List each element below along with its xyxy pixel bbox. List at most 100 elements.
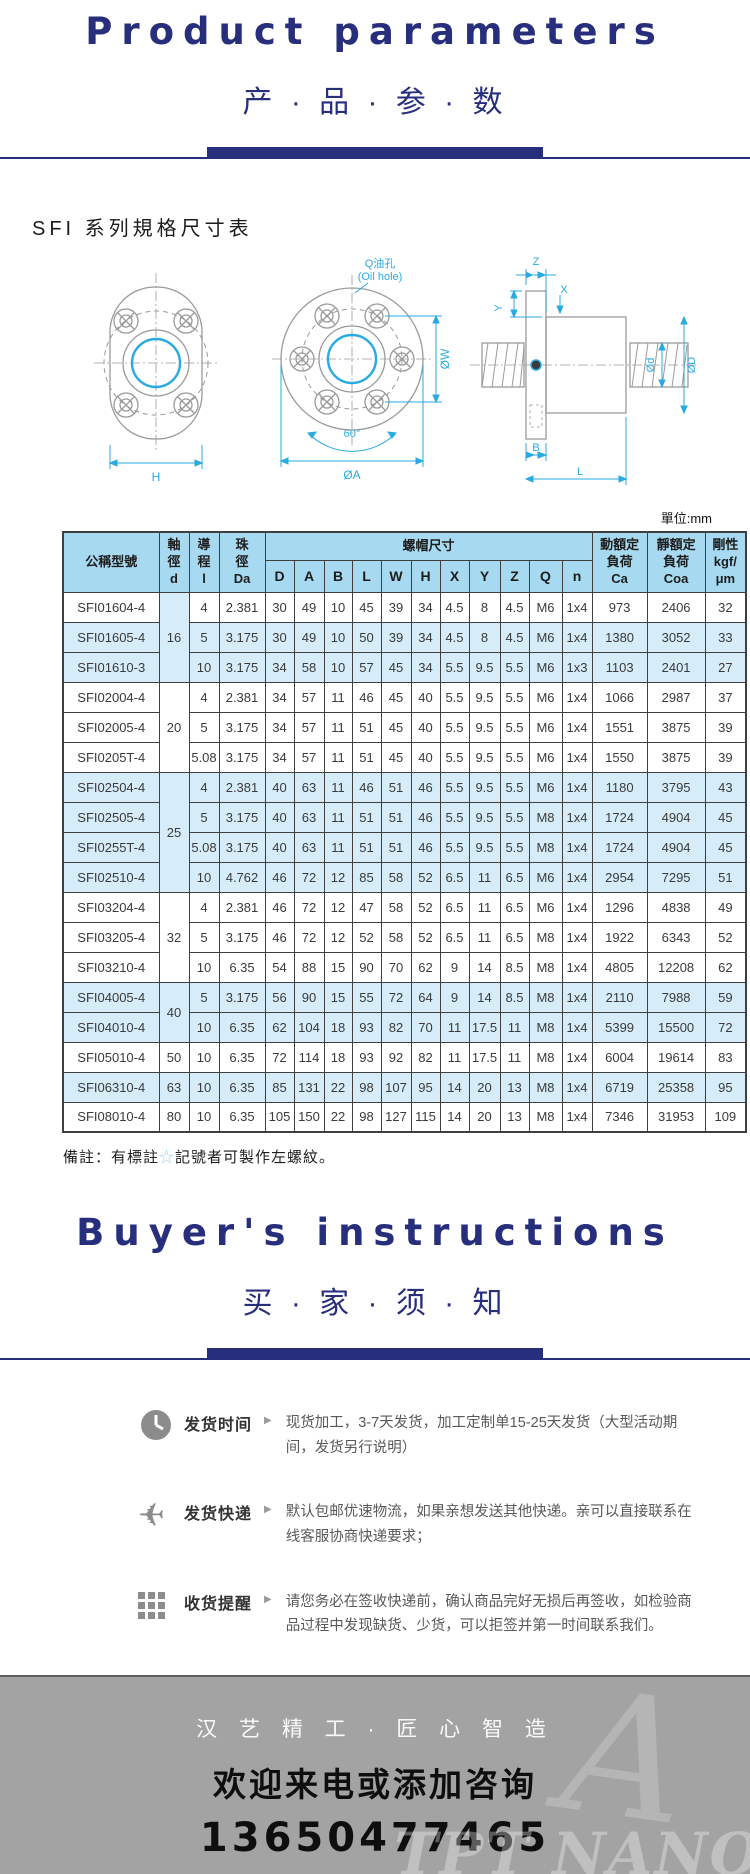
table-cell: 115 — [410, 1101, 441, 1133]
table-cell: 72 — [380, 981, 412, 1013]
table-cell: 1x4 — [561, 1071, 593, 1103]
table-cell: 10 — [188, 861, 220, 893]
table-cell: 55 — [351, 981, 382, 1013]
table-cell: 85 — [351, 861, 382, 893]
table-cell: 109 — [704, 1101, 747, 1133]
technical-drawings: H Q油孔 (Oil hole) — [50, 255, 750, 508]
table-cell: 82 — [410, 1041, 441, 1073]
table-cell: 1x4 — [561, 981, 593, 1013]
table-cell: 5.5 — [439, 741, 470, 773]
model-cell: ☆SFI02505-4 — [62, 801, 160, 833]
table-cell: 52 — [410, 921, 441, 953]
header-dim-l: L — [351, 560, 382, 593]
table-cell: 11 — [439, 1041, 470, 1073]
table-cell: 72 — [293, 861, 325, 893]
table-row: SFI03204-4 32 4 2.381 46 72 12 47 58 52 6.5 11 6.5 M6… — [62, 891, 747, 983]
table-cell: 20 — [468, 1101, 501, 1133]
table-cell: M6 — [528, 591, 563, 623]
table-cell: 46 — [351, 771, 382, 803]
table-cell: 3.175 — [218, 621, 266, 653]
clock-icon — [138, 1407, 184, 1448]
dim-w-label: ØW — [438, 348, 452, 369]
note-suffix: 記號者可製作左螺紋。 — [175, 1149, 336, 1167]
dim-a-label: ØA — [343, 468, 360, 482]
package-grid-icon — [138, 1586, 184, 1619]
table-cell: 9 — [439, 951, 470, 983]
table-cell: 40 — [410, 741, 441, 773]
table-cell: 1724 — [591, 831, 648, 863]
header-dim-q: Q — [528, 560, 563, 593]
table-cell: 5 — [188, 801, 220, 833]
table-cell: 4.762 — [218, 861, 266, 893]
table-cell: 72 — [704, 1011, 747, 1043]
table-cell: 9.5 — [468, 741, 501, 773]
table-cell: 62 — [704, 951, 747, 983]
table-cell: 12 — [323, 921, 353, 953]
table-row: SFI0205T-4 5.08 3.175 34 57 11 51 45 40 5.5 9.5 5.5… — [62, 741, 747, 773]
buyers-divider — [0, 1348, 750, 1361]
table-cell: 9 — [439, 981, 470, 1013]
dim-d-big-label: ØD — [686, 357, 698, 374]
footer-slogan: 汉 艺 精 工 · 匠 心 智 造 — [196, 1718, 554, 1742]
table-cell: 14 — [468, 951, 501, 983]
unit-label: 單位:mm — [660, 511, 712, 526]
model-cell: SFI02004-4 — [62, 681, 160, 713]
table-cell: 127 — [380, 1101, 412, 1133]
table-cell: 9.5 — [468, 711, 501, 743]
table-cell: 8.5 — [499, 951, 530, 983]
table-cell: 51 — [380, 771, 412, 803]
table-cell: 6343 — [646, 921, 706, 953]
table-cell: 39 — [704, 711, 747, 743]
table-cell: 19614 — [646, 1041, 706, 1073]
table-cell: 3.175 — [218, 651, 266, 683]
model-cell: SFI0255T-4 — [62, 831, 160, 863]
table-cell: 2954 — [591, 861, 648, 893]
front-view-round-flange — [272, 275, 432, 445]
page-title-en: Product parameters — [85, 10, 665, 53]
table-cell: 5.5 — [499, 741, 530, 773]
model-cell: ☆SFI04010-4 — [62, 1011, 160, 1043]
table-cell: 3.175 — [218, 711, 266, 743]
table-cell: 6.5 — [499, 921, 530, 953]
dim-l-label: L — [577, 466, 583, 478]
table-cell: 13 — [499, 1071, 530, 1103]
table-cell: 45 — [380, 651, 412, 683]
table-row: ☆SFI03210-4106.355488159070629148.5M81x4… — [62, 951, 747, 983]
table-cell: M8 — [528, 801, 563, 833]
table-cell: 63 — [293, 771, 325, 803]
shipping-info-section: 发货时间 ▶ 现货加工，3-7天发货，加工定制单15-25天发货（大型活动期间，… — [138, 1407, 694, 1639]
table-cell: 40 — [264, 771, 295, 803]
table-cell: 5.08 — [188, 741, 220, 773]
table-cell: 57 — [293, 711, 325, 743]
table-cell: 1x4 — [561, 861, 593, 893]
table-cell: M8 — [528, 1041, 563, 1073]
table-cell: 70 — [410, 1011, 441, 1043]
table-cell: 6.5 — [499, 861, 530, 893]
table-row: ☆SFI04010-4106.3562104189382701117.511M8… — [62, 1011, 747, 1043]
table-cell: 52 — [351, 921, 382, 953]
table-cell: 2.381 — [218, 591, 266, 623]
model-cell: ☆SFI05010-4 — [62, 1041, 160, 1073]
arrow-right-icon: ▶ — [264, 1593, 272, 1605]
model-cell: ☆SFI01610-3 — [62, 651, 160, 683]
shaft-diameter-cell: 40 — [158, 981, 190, 1043]
header-dim-b: B — [323, 560, 353, 593]
table-cell: M6 — [528, 891, 563, 923]
shaft-diameter-cell: 20 — [158, 681, 190, 773]
table-cell: 62 — [264, 1011, 295, 1043]
table-cell: 10 — [188, 1011, 220, 1043]
table-cell: 11 — [439, 1011, 470, 1043]
table-row: ☆SFI04005-44053.1755690155572649148.5M81… — [62, 981, 747, 1043]
table-cell: 45 — [704, 801, 747, 833]
table-cell: 63 — [293, 801, 325, 833]
table-cell: 5 — [188, 921, 220, 953]
table-cell: M8 — [528, 921, 563, 953]
table-cell: 5 — [188, 711, 220, 743]
table-cell: 973 — [591, 591, 648, 623]
table-cell: 98 — [351, 1101, 382, 1133]
table-cell: 2.381 — [218, 681, 266, 713]
table-cell: 39 — [380, 591, 412, 623]
model-cell: ☆SFI01605-4 — [62, 621, 160, 653]
table-cell: 27 — [704, 651, 747, 683]
